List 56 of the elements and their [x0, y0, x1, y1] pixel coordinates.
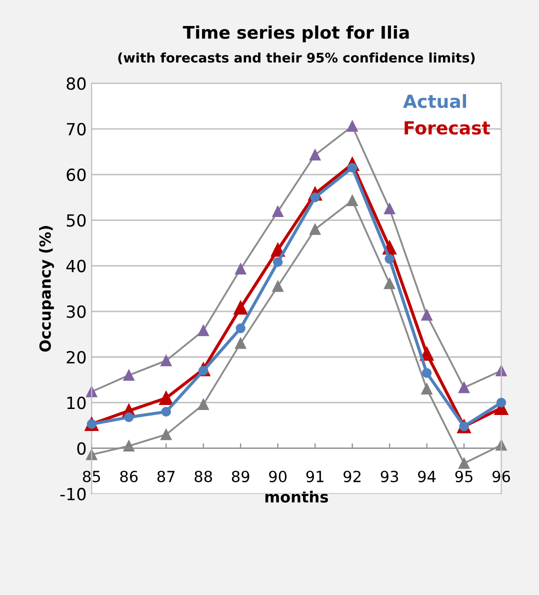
chart-title: Time series plot for Ilia [182, 25, 409, 42]
point [161, 406, 171, 417]
y-tick-label: 60 [66, 168, 86, 182]
x-tick-label: 87 [157, 470, 175, 482]
point [421, 309, 432, 321]
point [272, 280, 284, 292]
point [458, 458, 470, 469]
x-tick-label: 88 [194, 470, 212, 482]
point [235, 338, 246, 349]
text: Actual [403, 94, 466, 108]
point [310, 149, 321, 160]
x-tick-label: 89 [232, 470, 250, 482]
point [272, 206, 284, 218]
y-axis-title: Occupancy (%) [39, 226, 54, 352]
point [159, 391, 174, 405]
point [346, 194, 358, 206]
y-tick-label: 50 [66, 214, 86, 227]
point [198, 324, 209, 336]
x-tick-label: 91 [306, 470, 324, 482]
y-tick-label: 80 [66, 77, 86, 90]
y-tick-label: 10 [67, 396, 86, 410]
text: Forecast [404, 121, 490, 135]
y-tick-label: 20 [66, 350, 86, 364]
y-tick-label: 70 [66, 122, 86, 136]
x-tick-label: 92 [344, 470, 360, 482]
point [160, 355, 172, 366]
point [236, 323, 246, 334]
point [235, 263, 246, 275]
y-tick-label: 30 [66, 305, 86, 318]
x-tick-label: 93 [380, 470, 398, 482]
y-tick-label: 40 [66, 260, 86, 272]
point [384, 203, 396, 214]
point [124, 412, 134, 422]
x-tick-label: 95 [455, 470, 472, 482]
y-tick-label: -10 [60, 488, 86, 500]
x-tick-label: 94 [418, 470, 436, 482]
point [384, 254, 394, 264]
x-tick-label: 85 [82, 470, 100, 482]
point [496, 398, 506, 408]
point [310, 224, 321, 235]
chart-subtitle: (with forecasts and their 95% confidence limits) [118, 52, 475, 64]
point [160, 428, 172, 440]
x-tick-label: 96 [492, 470, 510, 482]
x-axis-title: months [265, 490, 328, 503]
point [421, 383, 432, 394]
point [422, 368, 432, 378]
point [123, 370, 134, 381]
x-tick-label: 86 [120, 470, 138, 482]
y-tick-label: 0 [77, 442, 86, 455]
point [234, 300, 248, 315]
point [458, 382, 470, 394]
point [198, 398, 209, 410]
x-tick-label: 90 [269, 470, 287, 482]
point [272, 257, 283, 267]
point [346, 120, 358, 132]
point [384, 278, 396, 290]
